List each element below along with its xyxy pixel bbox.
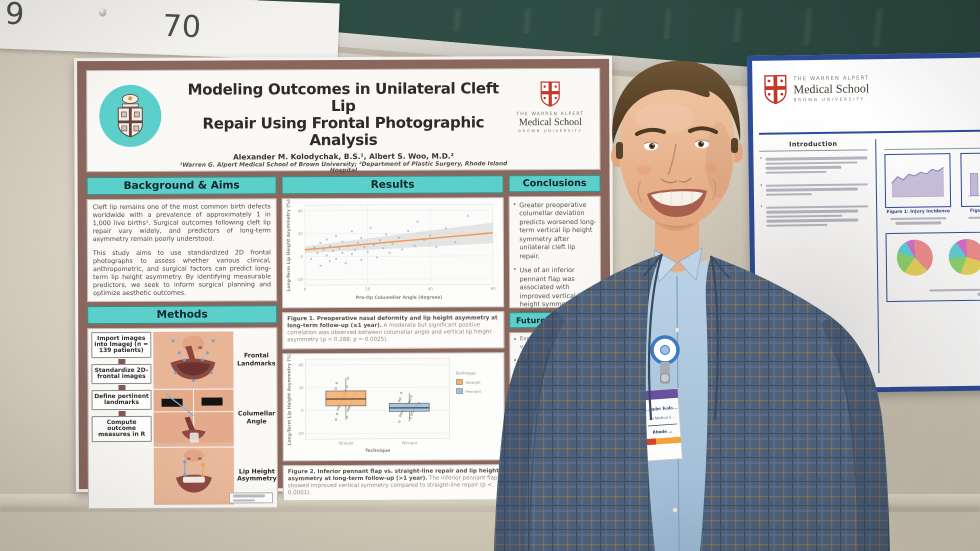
svg-text:60: 60 [491, 286, 496, 291]
methods-photos [153, 331, 235, 505]
poster-column-results: Results -20 0 20 40 0 20 40 60 Pre-Op Columellar… [281, 175, 505, 508]
right-poster-header: THE WARREN ALPERT Medical School BROWN U… [758, 59, 980, 135]
svg-text:Long-Term Lip Height Asymmetry: Long-Term Lip Height Asymmetry (%) [286, 353, 292, 445]
smile [647, 188, 707, 217]
svg-text:-20: -20 [297, 277, 304, 282]
methods-steps: Import images into ImageJ (n = 139 patie… [91, 331, 152, 505]
svg-text:Technique: Technique [454, 370, 476, 375]
poster-header: Modeling Outcomes in Unilateral Cleft Li… [86, 67, 601, 174]
right-poster-title: The Epidemiology of Orthopedi… Incarcera… [918, 68, 980, 100]
badge-line2: …n Medical S… [648, 414, 676, 421]
svg-text:Technique: Technique [365, 447, 390, 453]
ledge-shadow [0, 506, 980, 514]
svg-text:Straight: Straight [465, 379, 481, 384]
svg-text:40: 40 [298, 208, 303, 213]
photo-label-1: Frontal Landmarks [237, 352, 276, 368]
badge-line3: Rhode … [652, 428, 672, 434]
eyebrow-right [688, 126, 718, 134]
svg-text:Straight: Straight [338, 440, 354, 445]
poster-title-line1: Modeling Outcomes in Unilateral Cleft Li… [187, 79, 499, 116]
push-pin [99, 8, 107, 16]
method-step-1: Import images into ImageJ (n = 139 patie… [91, 331, 152, 359]
seal-crest-icon [117, 94, 143, 138]
warren-alpert-crest-icon [540, 81, 560, 107]
background-aims-text: Cleft lip remains one of the most common… [86, 198, 278, 303]
background-paragraph-2: This study aims to use standardized 2D f… [92, 248, 272, 298]
figure2-box-plot: -20 0 20 40 Straight Pennant Technique Straight… [282, 351, 505, 461]
presenter-person: …ander Kolo… …n Medical S… Rhode … [494, 60, 890, 551]
nose [667, 143, 677, 176]
injury-bar-chart [960, 152, 980, 208]
background-paragraph-1: Cleft lip remains one of the most common… [92, 203, 271, 244]
warren-alpert-logo: THE WARREN ALPERT Medical School BROWN U… [762, 73, 912, 105]
svg-text:0: 0 [304, 287, 307, 292]
svg-text:-20: -20 [297, 430, 304, 435]
svg-text:Long-Term Lip Height Asymmetry: Long-Term Lip Height Asymmetry (%) [286, 199, 292, 291]
method-step-2: Standardize 2D-frontal images [91, 363, 152, 385]
svg-text:Pennant: Pennant [402, 440, 418, 445]
badge-reel [650, 335, 680, 384]
methods-flowchart: Import images into ImageJ (n = 139 patie… [87, 327, 279, 510]
poster-number-right: 70 [162, 8, 202, 46]
svg-text:0: 0 [300, 254, 303, 259]
svg-text:40: 40 [428, 286, 433, 291]
figure1-scatter-plot: -20 0 20 40 0 20 40 60 Pre-Op Columellar Angle (… [281, 197, 505, 309]
warren-alpert-crest-icon [764, 74, 787, 105]
poster-title-line2: Repair Using Frontal Photographic Analys… [202, 113, 485, 150]
face [611, 60, 743, 228]
svg-text:20: 20 [298, 231, 303, 236]
svg-text:40: 40 [299, 362, 304, 367]
methods-photo-labels: Frontal Landmarks Columellar Angle Lip H… [235, 331, 278, 504]
eye-right [694, 139, 710, 149]
svg-text:0: 0 [301, 408, 304, 413]
right-poster-results: Results Figure 1: Injury Incidence [875, 133, 980, 374]
photo-frontal-landmarks [153, 331, 234, 389]
photo-lip-height-asymmetry [153, 447, 235, 505]
method-step-3: Define pertinent landmarks [91, 389, 152, 411]
section-heading-background-aims: Background & Aims [86, 176, 277, 196]
method-step-4: Compute outcome measures in R [91, 415, 152, 443]
poster-number-left: 9 [4, 0, 25, 33]
eyebrow-left [635, 127, 666, 136]
photo-label-2: Columellar Angle [237, 410, 276, 425]
warren-alpert-logo: THE WARREN ALPERT Medical School BROWN U… [507, 81, 593, 133]
hair [612, 60, 741, 144]
photo-columellar-angle [153, 389, 234, 447]
badge-name: …ander Kolo… [644, 406, 678, 413]
box-plot-chart: -20 0 20 40 Straight Pennant Technique Straight… [286, 353, 482, 454]
injury-incidence-area-chart [884, 153, 952, 209]
blazer [494, 253, 890, 551]
svg-text:Pre-Op Columellar Angle (degre: Pre-Op Columellar Angle (degrees) [356, 295, 442, 301]
brown-university-seal-icon [99, 84, 162, 148]
svg-text:20: 20 [299, 385, 304, 390]
eye-left [643, 141, 659, 151]
section-heading-methods: Methods [87, 305, 278, 325]
shirt-collar-right [678, 247, 703, 281]
poster-number-strip: 9 70 [0, 0, 340, 62]
asymmetry-formula-box [228, 492, 273, 504]
svg-text:20: 20 [365, 286, 370, 291]
poster-column-left: Background & Aims Cleft lip remains one … [86, 176, 279, 510]
svg-text:Pennant: Pennant [466, 388, 482, 393]
poster-cleft-lip-study: Modeling Outcomes in Unilateral Cleft Li… [74, 55, 614, 510]
poster-orthopedic-epidemiology: THE WARREN ALPERT Medical School BROWN U… [747, 48, 980, 394]
